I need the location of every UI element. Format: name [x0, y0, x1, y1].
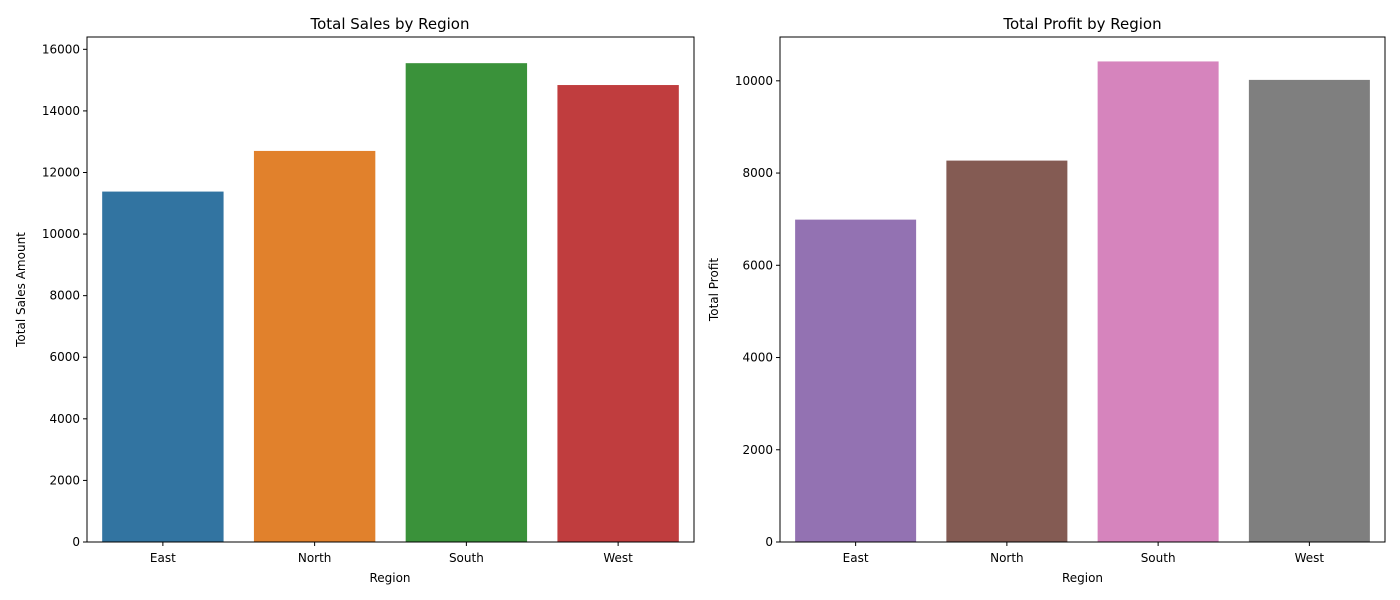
sales-chart-title: Total Sales by Region — [309, 15, 469, 33]
sales-x-axis-label: Region — [369, 571, 410, 585]
profit-x-tick-label: West — [1295, 551, 1325, 565]
profit-y-axis-label: Total Profit — [707, 258, 721, 322]
sales-bars — [102, 63, 679, 543]
sales-bar-south — [405, 63, 528, 543]
sales-bar-east — [102, 191, 224, 542]
profit-y-tick-label: 0 — [765, 535, 773, 549]
profit-y-tick-label: 6000 — [742, 258, 773, 272]
sales-y-tick-label: 8000 — [49, 289, 80, 303]
profit-x-ticks: East North South West — [843, 542, 1325, 565]
sales-y-tick-label: 10000 — [42, 227, 80, 241]
profit-y-tick-label: 4000 — [742, 351, 773, 365]
sales-bar-north — [253, 150, 376, 542]
profit-bar-south — [1097, 61, 1219, 542]
profit-bar-east — [795, 219, 917, 543]
sales-y-tick-label: 4000 — [49, 412, 80, 426]
profit-x-tick-label: South — [1141, 551, 1176, 565]
sales-plot-frame — [86, 36, 695, 543]
sales-y-tick-label: 14000 — [42, 104, 80, 118]
sales-y-tick-label: 0 — [72, 535, 80, 549]
sales-y-ticks: 0 2000 4000 6000 8000 10000 12000 14000 16000 — [42, 42, 87, 549]
sales-x-tick-label: East — [150, 551, 176, 565]
sales-y-tick-label: 12000 — [42, 165, 80, 179]
sales-y-tick-label: 16000 — [42, 42, 80, 56]
profit-y-tick-label: 8000 — [742, 166, 773, 180]
sales-y-tick-label: 6000 — [49, 350, 80, 364]
profit-chart: Total Profit by Region 0 2000 4000 6000 8000… — [707, 15, 1386, 585]
profit-bar-west — [1248, 79, 1370, 542]
sales-x-ticks: East North South West — [150, 542, 633, 565]
profit-x-axis-label: Region — [1062, 571, 1103, 585]
sales-y-axis-label: Total Sales Amount — [14, 232, 28, 348]
profit-x-tick-label: East — [843, 551, 869, 565]
profit-y-tick-label: 10000 — [735, 74, 773, 88]
sales-x-tick-label: North — [298, 551, 332, 565]
profit-y-tick-label: 2000 — [742, 443, 773, 457]
sales-y-tick-label: 2000 — [49, 473, 80, 487]
sales-x-tick-label: West — [603, 551, 633, 565]
profit-x-tick-label: North — [990, 551, 1024, 565]
profit-plot-frame — [779, 36, 1386, 543]
profit-bars — [795, 61, 1370, 543]
profit-y-ticks: 0 2000 4000 6000 8000 10000 — [735, 74, 780, 549]
sales-x-tick-label: South — [449, 551, 484, 565]
sales-bar-west — [557, 85, 679, 542]
sales-chart: Total Sales by Region 0 2000 4000 6000 8000 1… — [14, 15, 695, 585]
profit-bar-north — [946, 160, 1068, 542]
profit-chart-title: Total Profit by Region — [1002, 15, 1161, 33]
